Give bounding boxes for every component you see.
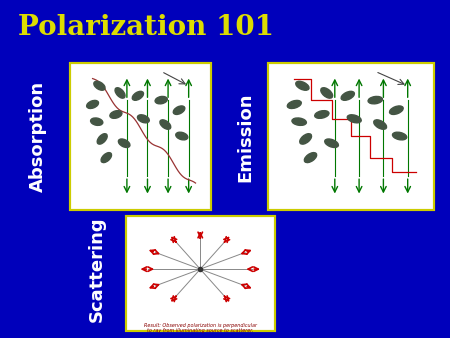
Ellipse shape	[296, 81, 309, 90]
Ellipse shape	[155, 96, 167, 104]
Bar	[268, 63, 434, 210]
Ellipse shape	[97, 134, 107, 144]
Ellipse shape	[160, 120, 171, 129]
Ellipse shape	[115, 88, 125, 98]
Ellipse shape	[173, 106, 185, 115]
Text: Polarization 101: Polarization 101	[18, 14, 274, 41]
Ellipse shape	[110, 111, 122, 118]
Ellipse shape	[132, 91, 144, 100]
Ellipse shape	[325, 139, 338, 147]
Ellipse shape	[87, 100, 99, 108]
Ellipse shape	[392, 132, 407, 140]
Bar	[268, 63, 434, 210]
Bar	[70, 63, 211, 210]
Ellipse shape	[137, 115, 149, 123]
Ellipse shape	[341, 91, 355, 100]
Bar	[126, 216, 274, 331]
Ellipse shape	[304, 153, 317, 163]
Text: Emission: Emission	[236, 92, 254, 182]
Bar	[126, 216, 274, 331]
Ellipse shape	[90, 118, 103, 125]
Bar	[70, 63, 211, 210]
Ellipse shape	[347, 115, 361, 123]
Ellipse shape	[118, 139, 130, 147]
Ellipse shape	[101, 153, 112, 163]
Ellipse shape	[368, 96, 382, 104]
Ellipse shape	[315, 111, 329, 118]
Ellipse shape	[390, 106, 403, 115]
Text: Scattering: Scattering	[88, 216, 106, 321]
Ellipse shape	[321, 88, 333, 98]
Ellipse shape	[94, 81, 105, 90]
Ellipse shape	[300, 134, 311, 144]
Ellipse shape	[292, 118, 306, 125]
Ellipse shape	[287, 100, 302, 108]
Text: Absorption: Absorption	[29, 81, 47, 192]
Ellipse shape	[176, 132, 188, 140]
Text: Result: Observed polarization is perpendicular
to ray from illuminating source t: Result: Observed polarization is perpend…	[144, 322, 257, 333]
Ellipse shape	[374, 120, 387, 129]
